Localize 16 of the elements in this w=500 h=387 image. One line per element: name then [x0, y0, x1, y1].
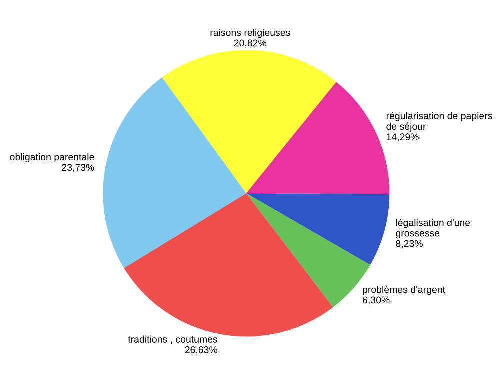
data-label: 14,29% [387, 134, 419, 142]
slice-label: raisons religieuses [210, 29, 290, 38]
pie-slice [162, 50, 336, 194]
pie-slice [246, 194, 390, 266]
slice-label: légalisation d'une grossesse [396, 219, 470, 239]
pie-slice [124, 194, 334, 337]
slice-label: régularisation de papiers de séjour [386, 112, 492, 132]
data-label: 23,73% [62, 164, 94, 172]
slice-label: traditions , coutumes [128, 336, 218, 344]
pie-slice [103, 78, 246, 268]
data-label: 26,63% [185, 346, 218, 355]
data-label: 8,23% [396, 240, 423, 248]
slice-label: obligation parentale [10, 153, 94, 163]
data-label: 6,30% [363, 296, 390, 305]
slice-label: problèmes d'argent [363, 286, 446, 296]
data-label: 20,82% [234, 40, 267, 48]
